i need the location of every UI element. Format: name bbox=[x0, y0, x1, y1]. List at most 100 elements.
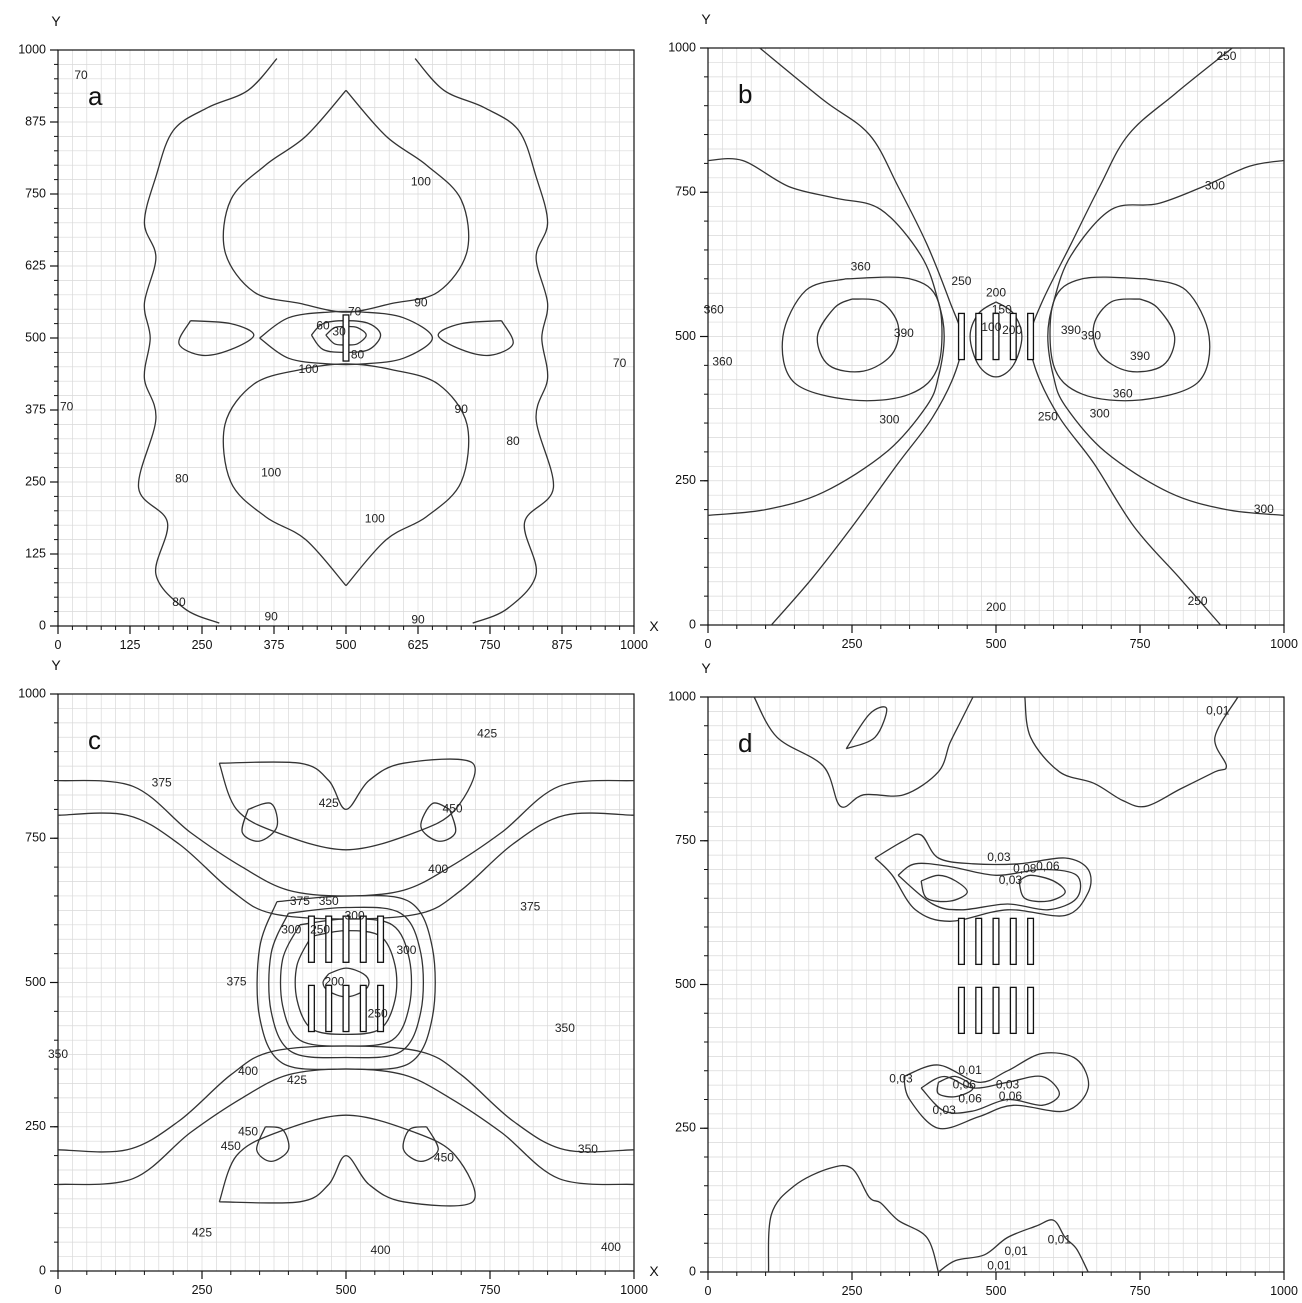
contour-label: 300 bbox=[1090, 407, 1110, 421]
x-axis-label: X bbox=[649, 618, 659, 634]
contour-line bbox=[767, 1164, 940, 1273]
y-tick-label: 250 bbox=[25, 474, 46, 488]
x-tick-label: 750 bbox=[480, 1283, 501, 1297]
contour-line bbox=[920, 874, 968, 903]
contour-line bbox=[707, 157, 945, 517]
x-tick-label: 750 bbox=[1130, 1284, 1151, 1298]
obstacle bbox=[325, 984, 333, 1033]
y-tick-label: 750 bbox=[25, 186, 46, 200]
obstacle bbox=[359, 984, 367, 1033]
contour-label: 200 bbox=[986, 600, 1006, 614]
contour-label: 350 bbox=[48, 1047, 68, 1061]
obstacle bbox=[377, 984, 385, 1033]
y-tick-label: 250 bbox=[25, 1119, 46, 1133]
contour-label: 300 bbox=[345, 908, 365, 922]
panel-letter: c bbox=[88, 725, 101, 755]
y-tick-label: 500 bbox=[25, 975, 46, 989]
contour-label: 70 bbox=[348, 304, 362, 318]
y-tick-label: 375 bbox=[25, 402, 46, 416]
y-tick-label: 1000 bbox=[18, 42, 46, 56]
contour-label: 80 bbox=[175, 471, 189, 485]
contour-line bbox=[1047, 159, 1285, 517]
contour-label: 200 bbox=[324, 975, 344, 989]
y-tick-label: 1000 bbox=[668, 40, 696, 54]
contour-label: 425 bbox=[287, 1073, 307, 1087]
contour-label: 0,01 bbox=[958, 1063, 982, 1077]
panel-letter: a bbox=[88, 81, 103, 111]
panel-letter: d bbox=[738, 728, 752, 758]
contour-label: 425 bbox=[477, 727, 497, 741]
contour-label: 450 bbox=[221, 1139, 241, 1153]
x-tick-label: 250 bbox=[842, 1284, 863, 1298]
y-tick-label: 500 bbox=[25, 330, 46, 344]
contour-line bbox=[310, 320, 382, 354]
contour-label: 80 bbox=[506, 434, 520, 448]
contour-label: 300 bbox=[281, 923, 301, 937]
x-tick-label: 875 bbox=[552, 638, 573, 652]
contour-label: 70 bbox=[60, 399, 74, 413]
obstacle bbox=[1009, 986, 1017, 1035]
y-tick-label: 625 bbox=[25, 258, 46, 272]
contour-label: 300 bbox=[1254, 502, 1274, 516]
panel-a: 70 100 90 70 60 30 80 100 70 70 90 80 100 80 100 80 90 90… bbox=[18, 13, 659, 652]
contour-label: 0,01 bbox=[1048, 1233, 1072, 1247]
contour-line bbox=[241, 802, 279, 842]
contour-line bbox=[845, 706, 888, 750]
x-tick-label: 500 bbox=[986, 637, 1007, 651]
x-tick-label: 0 bbox=[705, 637, 712, 651]
contour-line bbox=[414, 58, 555, 624]
x-tick-label: 750 bbox=[480, 638, 501, 652]
contour-label: 0,03 bbox=[987, 850, 1011, 864]
contour-label: 300 bbox=[879, 412, 899, 426]
contour-line bbox=[816, 298, 900, 373]
contour-line bbox=[753, 696, 974, 808]
x-tick-label: 0 bbox=[55, 1283, 62, 1297]
x-tick-label: 0 bbox=[55, 638, 62, 652]
y-tick-label: 250 bbox=[675, 473, 696, 487]
contour-label: 300 bbox=[1205, 179, 1225, 193]
obstacle bbox=[957, 986, 965, 1035]
contour-label: 100 bbox=[365, 512, 385, 526]
contour-line bbox=[420, 802, 457, 842]
contour-label: 400 bbox=[601, 1240, 621, 1254]
contour-label: 350 bbox=[555, 1021, 575, 1035]
contour-label: 90 bbox=[455, 402, 469, 416]
contour-line bbox=[256, 894, 436, 1071]
contour-label: 60 bbox=[316, 319, 330, 333]
contour-label: 390 bbox=[1130, 349, 1150, 363]
contour-label: 300 bbox=[396, 943, 416, 957]
y-tick-label: 500 bbox=[675, 977, 696, 991]
contour-label: 250 bbox=[1216, 49, 1236, 63]
obstacle bbox=[325, 915, 333, 963]
contour-label: 90 bbox=[414, 296, 428, 310]
y-tick-label: 0 bbox=[689, 617, 696, 631]
obstacle bbox=[377, 915, 385, 963]
contour-label: 0,06 bbox=[1036, 859, 1060, 873]
contour-label: 450 bbox=[434, 1151, 454, 1165]
contour-line bbox=[903, 1052, 1090, 1130]
obstacle bbox=[992, 917, 1000, 966]
x-tick-label: 250 bbox=[192, 638, 213, 652]
contour-label: 450 bbox=[443, 802, 463, 816]
obstacle bbox=[975, 917, 983, 966]
contour-label: 200 bbox=[986, 285, 1006, 299]
contour-label: 400 bbox=[238, 1064, 258, 1078]
x-tick-label: 250 bbox=[842, 637, 863, 651]
contour-label: 0,01 bbox=[987, 1258, 1011, 1272]
contour-label: 70 bbox=[613, 356, 627, 370]
contour-label: 360 bbox=[704, 303, 724, 317]
contour-line bbox=[1024, 696, 1239, 808]
y-tick-label: 0 bbox=[689, 1264, 696, 1278]
x-tick-label: 1000 bbox=[620, 638, 648, 652]
contour-label: 375 bbox=[290, 894, 310, 908]
contour-label: 250 bbox=[951, 274, 971, 288]
obstacle bbox=[359, 915, 367, 963]
contour-label: 100 bbox=[981, 320, 1001, 334]
x-tick-label: 500 bbox=[986, 1284, 1007, 1298]
y-tick-label: 125 bbox=[25, 546, 46, 560]
contour-label: 350 bbox=[319, 894, 339, 908]
contour-line bbox=[268, 906, 425, 1059]
obstacle bbox=[1027, 312, 1035, 361]
